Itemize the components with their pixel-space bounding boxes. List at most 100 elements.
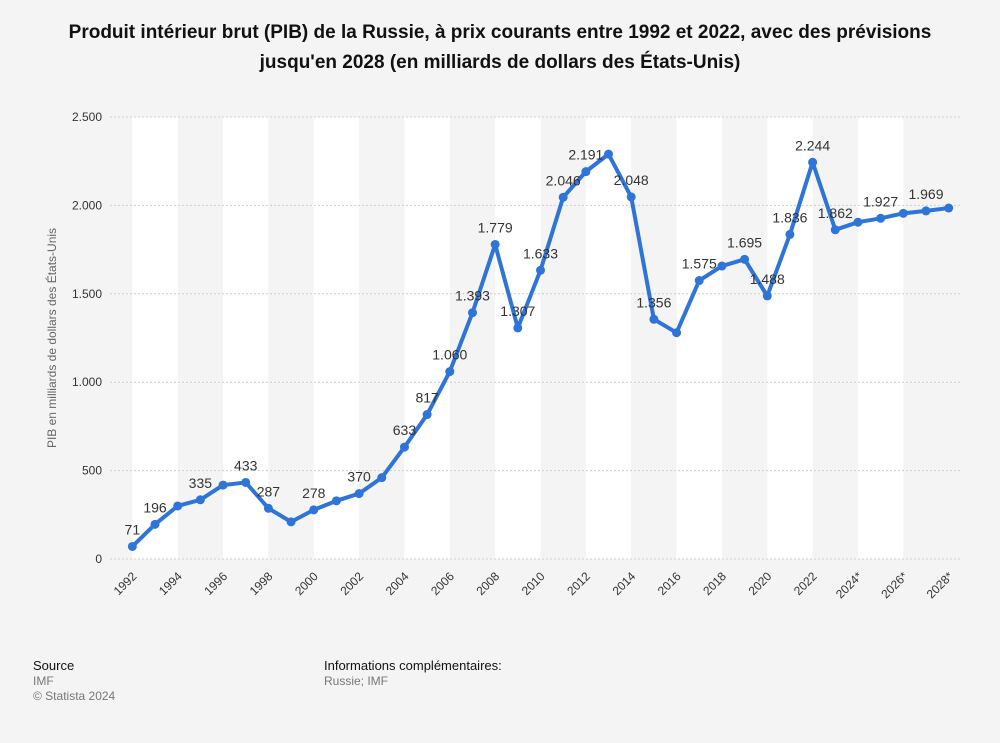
point — [830, 225, 840, 235]
x-tick-label: 2008 — [473, 569, 502, 598]
y-tick-label: 1.000 — [72, 375, 102, 389]
data-label: 287 — [257, 483, 281, 499]
data-label: 370 — [347, 469, 371, 485]
data-label: 196 — [143, 499, 167, 515]
x-tick-label: 2020 — [746, 569, 775, 598]
data-label: 278 — [302, 485, 326, 501]
data-label: 2.046 — [546, 172, 581, 188]
y-tick-label: 2.500 — [72, 110, 102, 124]
point — [286, 517, 296, 527]
stripe — [585, 117, 632, 559]
data-label: 1.969 — [908, 186, 943, 202]
point — [853, 217, 863, 227]
x-tick-label: 2010 — [519, 569, 548, 598]
point — [876, 213, 886, 223]
x-tick-label: 2026* — [878, 569, 910, 601]
x-tick-label: 2028* — [924, 569, 956, 601]
point — [490, 239, 500, 249]
stripe — [495, 117, 541, 559]
data-label: 1.633 — [523, 245, 558, 261]
data-label: 2.244 — [795, 137, 830, 153]
stripe — [404, 117, 450, 559]
point — [173, 501, 183, 511]
data-label: 1.575 — [682, 256, 717, 272]
data-label: 1.356 — [636, 294, 671, 310]
point — [309, 505, 319, 515]
stripe — [313, 117, 360, 559]
x-tick-label: 1998 — [247, 569, 276, 598]
point — [536, 265, 545, 275]
source-title: Source — [33, 658, 75, 673]
point — [672, 328, 682, 338]
point — [808, 157, 818, 167]
x-tick-label: 1992 — [111, 569, 140, 598]
info-block: Informations complémentaires: Russie; IM… — [324, 658, 502, 689]
data-label: 71 — [125, 521, 141, 537]
x-tick-label: 2018 — [700, 569, 729, 598]
x-tick-label: 2012 — [564, 569, 593, 598]
data-label: 633 — [393, 422, 417, 438]
copyright: © Statista 2024 — [33, 689, 116, 703]
data-label: 1.060 — [432, 347, 467, 363]
point — [354, 489, 364, 499]
info-title: Informations complémentaires: — [324, 658, 502, 673]
point — [195, 495, 205, 505]
point — [717, 261, 727, 271]
point — [399, 442, 409, 452]
stripe — [857, 117, 904, 559]
point — [558, 192, 568, 202]
chart-title: Produit intérieur brut (PIB) de la Russi… — [68, 22, 932, 73]
x-tick-label: 2022 — [791, 569, 820, 598]
point — [513, 323, 523, 333]
point — [921, 206, 931, 216]
point — [241, 477, 251, 487]
point — [694, 276, 704, 286]
point — [150, 519, 160, 529]
data-label: 2.048 — [614, 172, 649, 188]
point — [785, 229, 795, 239]
data-label: 335 — [189, 475, 213, 491]
stripe — [132, 117, 178, 559]
data-label: 1.927 — [863, 193, 898, 209]
source: IMF — [33, 674, 54, 688]
point — [740, 254, 750, 264]
data-label: 817 — [415, 390, 439, 406]
y-tick-label: 2.000 — [72, 198, 102, 212]
stripe — [676, 117, 722, 559]
x-tick-label: 2000 — [292, 569, 321, 598]
x-tick-label: 2002 — [337, 569, 366, 598]
y-axis-label: PIB en milliards de dollars des États-Un… — [44, 228, 59, 448]
y-tick-label: 0 — [95, 552, 102, 566]
data-label: 1.393 — [455, 288, 490, 304]
point — [467, 308, 477, 318]
point — [604, 149, 614, 159]
x-tick-label: 1996 — [201, 569, 230, 598]
point — [762, 291, 772, 301]
data-label: 1.779 — [478, 219, 513, 235]
data-label: 2.191 — [568, 147, 603, 163]
data-label: 1.307 — [500, 303, 535, 319]
point — [422, 410, 432, 420]
y-tick-label: 500 — [82, 464, 102, 478]
x-tick-label: 2016 — [655, 569, 684, 598]
point — [445, 367, 455, 377]
x-tick-label: 2006 — [428, 569, 457, 598]
y-tick-label: 1.500 — [72, 287, 102, 301]
point — [649, 314, 659, 324]
info: Russie; IMF — [324, 674, 389, 688]
data-label: 1.836 — [772, 209, 807, 225]
point — [218, 480, 228, 490]
x-tick-label: 2024* — [833, 569, 865, 601]
point — [331, 496, 341, 506]
x-tick-label: 2004 — [383, 569, 412, 598]
x-tick-label: 2014 — [610, 569, 639, 598]
data-label: 1.488 — [750, 271, 785, 287]
data-label: 433 — [234, 457, 258, 473]
x-tick-label: 1994 — [156, 569, 185, 598]
data-label: 1.695 — [727, 234, 762, 250]
source-block: Source IMF © Statista 2024 — [33, 658, 115, 704]
point — [898, 208, 908, 218]
